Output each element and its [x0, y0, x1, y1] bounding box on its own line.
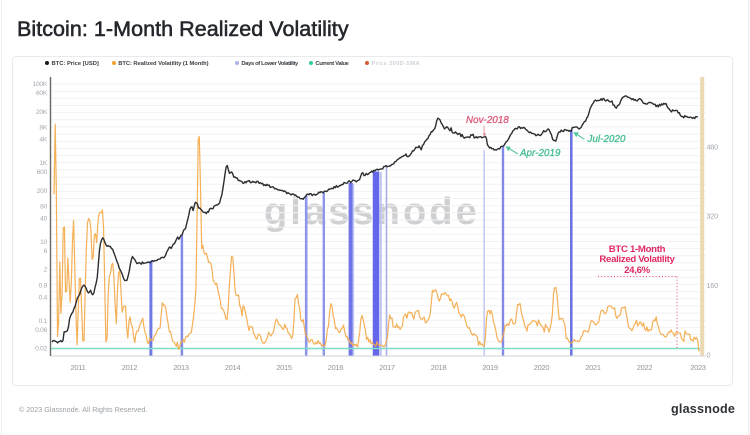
- svg-text:600: 600: [37, 169, 48, 176]
- svg-text:100K: 100K: [33, 81, 48, 88]
- svg-text:2020: 2020: [534, 363, 550, 372]
- svg-text:6: 6: [44, 248, 48, 255]
- svg-text:2015: 2015: [276, 363, 292, 372]
- svg-text:200: 200: [37, 188, 48, 195]
- svg-text:0.06: 0.06: [35, 327, 47, 334]
- svg-text:60K: 60K: [36, 90, 48, 97]
- svg-text:320: 320: [707, 212, 719, 221]
- svg-text:0.02: 0.02: [35, 346, 47, 353]
- svg-text:2014: 2014: [225, 363, 241, 372]
- svg-text:10: 10: [40, 239, 47, 246]
- svg-text:2019: 2019: [482, 363, 498, 372]
- svg-text:1K: 1K: [39, 160, 47, 167]
- svg-text:20K: 20K: [36, 109, 48, 116]
- svg-text:160: 160: [707, 281, 719, 290]
- svg-text:0.8: 0.8: [39, 282, 48, 289]
- svg-text:80: 80: [40, 204, 47, 211]
- svg-text:2022: 2022: [637, 363, 653, 372]
- svg-text:8K: 8K: [39, 125, 47, 132]
- svg-text:2012: 2012: [122, 363, 138, 372]
- svg-text:2018: 2018: [431, 363, 447, 372]
- svg-text:0: 0: [707, 351, 711, 360]
- svg-text:2021: 2021: [585, 363, 601, 372]
- svg-text:480: 480: [707, 142, 719, 151]
- svg-text:2013: 2013: [173, 363, 189, 372]
- svg-text:0.4: 0.4: [39, 294, 48, 301]
- svg-text:2017: 2017: [379, 363, 395, 372]
- svg-text:2016: 2016: [328, 363, 344, 372]
- svg-text:4K: 4K: [39, 136, 47, 143]
- svg-text:2011: 2011: [71, 363, 86, 372]
- svg-text:40: 40: [40, 215, 47, 222]
- svg-text:2: 2: [44, 267, 48, 274]
- svg-text:0.1: 0.1: [39, 318, 48, 325]
- svg-text:2023: 2023: [690, 363, 706, 372]
